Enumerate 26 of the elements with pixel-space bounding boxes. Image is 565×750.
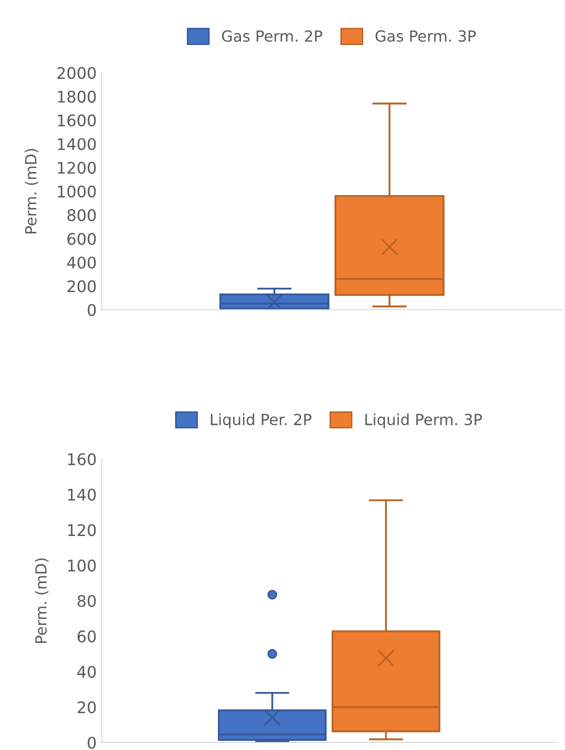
y-tick-label: 1600 bbox=[58, 114, 96, 126]
y-tick-label: 140 bbox=[68, 488, 96, 501]
y-tick-label: 120 bbox=[68, 524, 96, 536]
y-tick-label: 0 bbox=[88, 304, 96, 316]
y-tick-label: 40 bbox=[77, 666, 96, 678]
legend-label: Gas Perm. 3P bbox=[376, 30, 476, 42]
y-tick-label: 100 bbox=[68, 560, 96, 572]
y-tick-label: 20 bbox=[78, 701, 96, 714]
y-axis-title: Perm. (mD) bbox=[24, 148, 38, 234]
legend-label: Gas Perm. 2P bbox=[222, 30, 322, 42]
y-tick-label: 1400 bbox=[58, 138, 96, 150]
y-tick-label: 600 bbox=[67, 232, 96, 245]
y-tick-label: 400 bbox=[67, 256, 96, 269]
y-tick-label: 1200 bbox=[58, 162, 96, 174]
y-tick-label: 160 bbox=[68, 453, 96, 466]
y-tick-label: 800 bbox=[67, 209, 96, 222]
legend-label: Liquid Perm. 3P bbox=[365, 413, 482, 428]
y-tick-label: 60 bbox=[78, 630, 96, 642]
y-tick-label: 200 bbox=[68, 280, 96, 292]
legend-label: Liquid Per. 2P bbox=[210, 413, 312, 428]
y-tick-label: 0 bbox=[88, 736, 96, 749]
y-tick-label: 80 bbox=[78, 594, 96, 608]
y-tick-label: 2000 bbox=[57, 66, 96, 80]
y-tick-label: 1000 bbox=[58, 185, 96, 198]
y-axis-title: Perm. (mD) bbox=[34, 558, 49, 643]
y-tick-label: 1800 bbox=[58, 90, 96, 103]
